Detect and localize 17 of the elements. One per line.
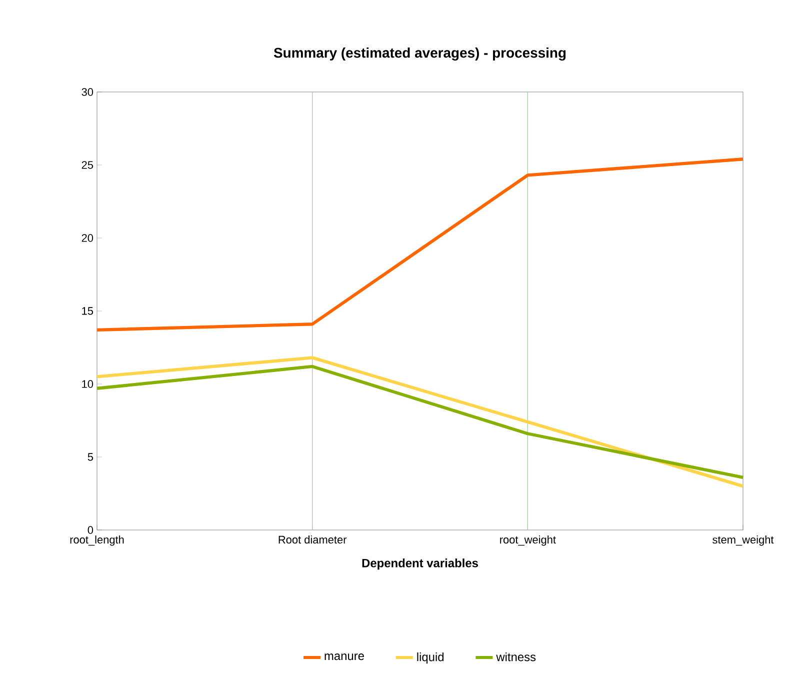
y-tick-label: 10	[82, 380, 94, 388]
y-tick-label: 5	[88, 453, 94, 461]
y-tick-label: 15	[82, 307, 94, 315]
legend-label: liquid	[417, 652, 444, 664]
y-tick-label: 20	[82, 234, 94, 242]
chart-title: Summary (estimated averages) - processing	[274, 48, 566, 61]
x-axis-title: Dependent variables	[362, 558, 478, 570]
y-tick-label: 0	[88, 526, 94, 534]
legend-label: manure	[324, 654, 364, 660]
y-tick-label: 25	[82, 161, 94, 169]
x-tick-label: Root diameter	[278, 536, 347, 544]
legend-label: witness	[496, 652, 536, 662]
x-tick-label: root_weight	[500, 536, 556, 546]
x-tick-label: root_length	[70, 536, 124, 546]
x-tick-label: stem_weight	[712, 536, 774, 546]
y-tick-label: 30	[82, 88, 94, 96]
line-series	[95, 158, 745, 332]
